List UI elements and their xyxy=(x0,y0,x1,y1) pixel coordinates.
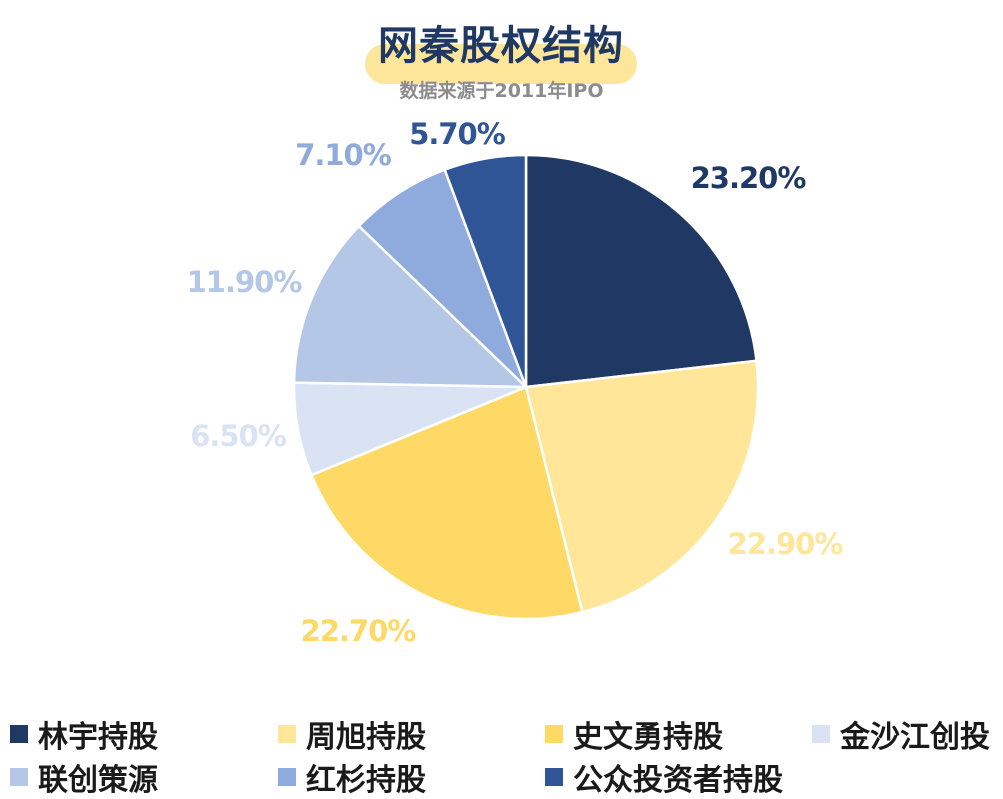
legend-label-4: 金沙江创投 xyxy=(840,720,990,755)
legend-label-1: 林宇持股 xyxy=(38,720,158,755)
legend-item-2: 周旭持股 xyxy=(278,712,426,756)
data-label-6: 7.10% xyxy=(295,138,392,172)
data-label-4: 6.50% xyxy=(190,419,287,453)
pie-chart: 23.20% 22.90% 22.70% 6.50% 11.90% 7.10% 5.70% xyxy=(187,117,845,648)
legend-swatch-6 xyxy=(278,768,296,786)
pie-data-labels: 23.20% 22.90% 22.70% 6.50% 11.90% 7.10% 5.70% xyxy=(187,117,845,648)
legend-swatch-3 xyxy=(545,725,563,743)
title-highlight xyxy=(365,44,637,84)
legend-item-6: 红杉持股 xyxy=(278,755,426,799)
pie-slice-5 xyxy=(292,224,530,389)
data-label-7: 5.70% xyxy=(409,117,506,151)
pie-slice-7 xyxy=(443,153,528,388)
pie-slice-2 xyxy=(524,359,760,614)
data-label-3: 22.70% xyxy=(301,614,417,648)
legend-label-7: 公众投资者持股 xyxy=(573,763,783,798)
legend-label-3: 史文勇持股 xyxy=(573,720,723,755)
pie-slice-6 xyxy=(357,168,528,388)
pie-slice-1 xyxy=(524,153,758,389)
legend-item-5: 联创策源 xyxy=(10,755,158,799)
legend-item-7: 公众投资者持股 xyxy=(545,755,783,799)
legend-label-2: 周旭持股 xyxy=(306,720,426,755)
legend-label-5: 联创策源 xyxy=(38,763,158,798)
pie-slice-3 xyxy=(309,385,584,621)
legend-swatch-1 xyxy=(10,725,28,743)
legend-swatch-2 xyxy=(278,725,296,743)
chart-subtitle: 数据来源于2011年IPO xyxy=(399,80,604,102)
legend-swatch-7 xyxy=(545,768,563,786)
data-label-1: 23.20% xyxy=(691,161,807,195)
pie-slices xyxy=(292,153,760,621)
legend-label-6: 红杉持股 xyxy=(306,763,426,798)
legend-item-1: 林宇持股 xyxy=(10,712,158,756)
legend-item-3: 史文勇持股 xyxy=(545,712,723,756)
legend-swatch-5 xyxy=(10,768,28,786)
data-label-2: 22.90% xyxy=(728,527,844,561)
chart-title: 网秦股权结构 xyxy=(378,23,624,69)
title-block: 网秦股权结构 xyxy=(365,18,637,84)
legend-item-4: 金沙江创投 xyxy=(812,712,990,756)
data-label-5: 11.90% xyxy=(187,265,303,299)
chart-legend: 林宇持股 周旭持股 史文勇持股 金沙江创投联创策源 红杉持股 公众投资者持股 xyxy=(0,712,1003,799)
legend-swatch-4 xyxy=(812,725,830,743)
